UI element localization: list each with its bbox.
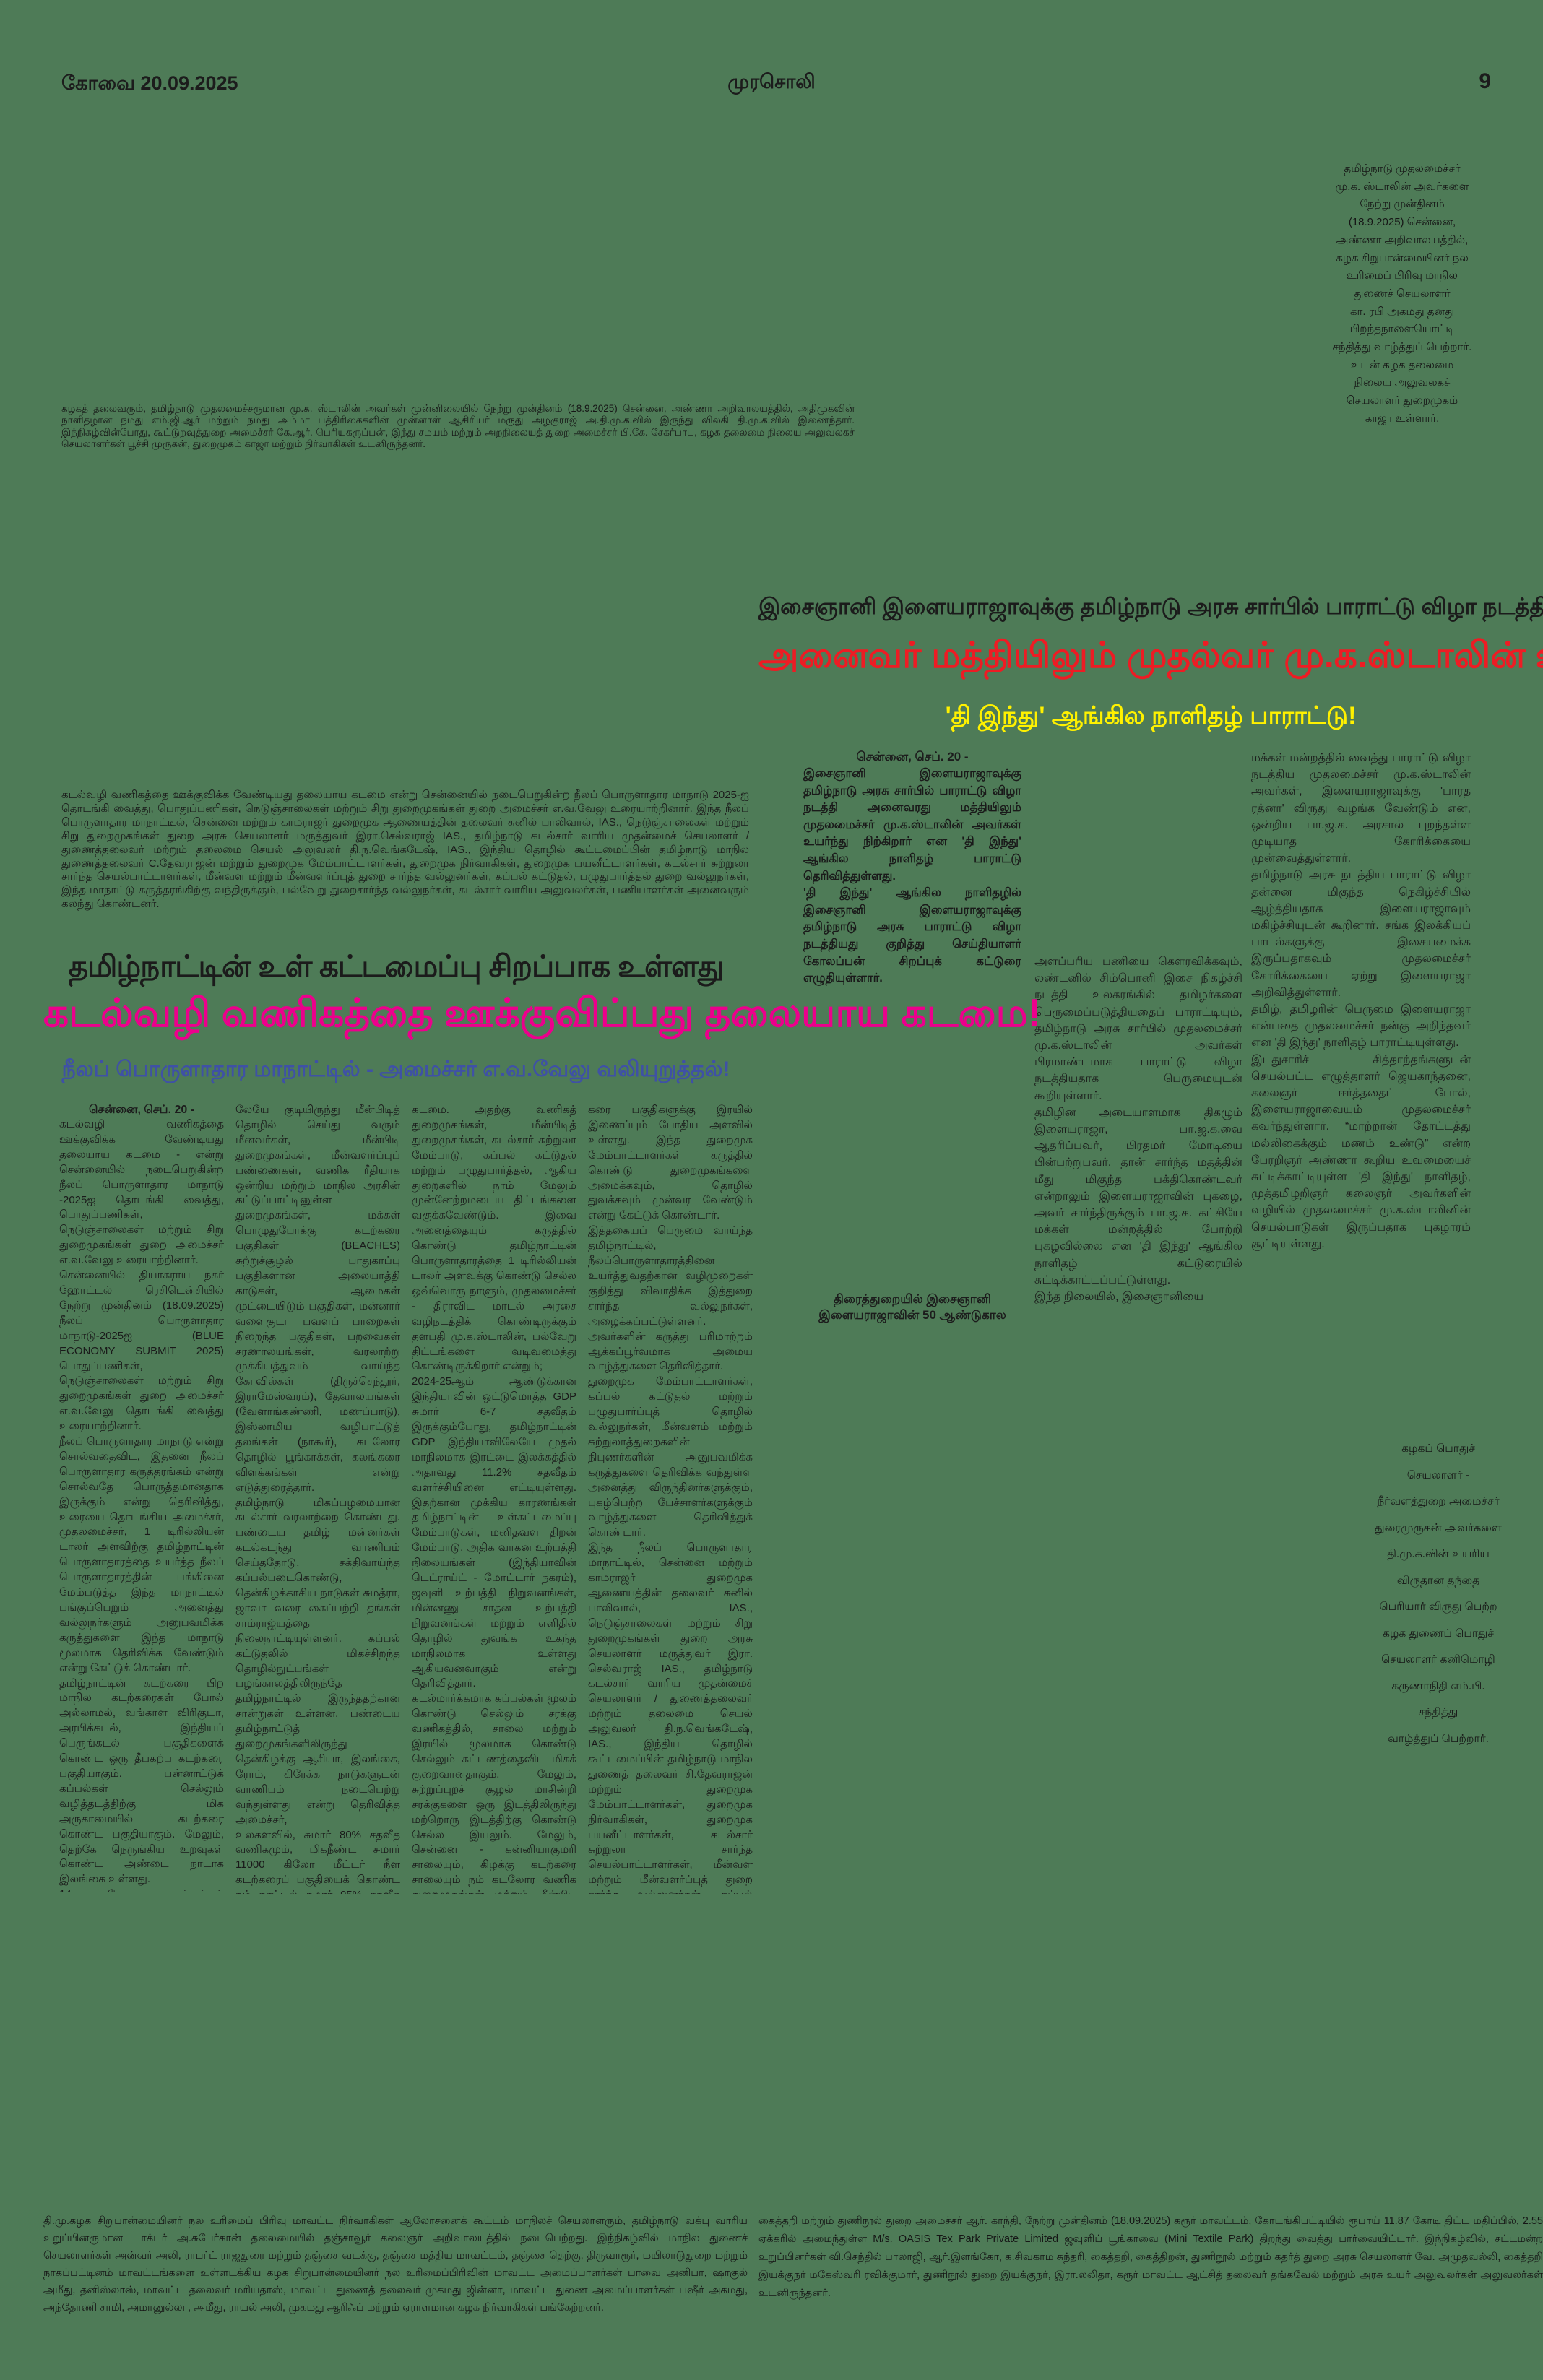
signature-line: செயலாளர் - xyxy=(1406,1468,1470,1481)
right-article-kicker: இசைஞானி இளையராஜாவுக்கு தமிழ்நாடு அரசு சா… xyxy=(758,594,1543,619)
signature-line: கழகப் பொதுச் xyxy=(1401,1442,1475,1455)
signature-line: பெரியார் விருது பெற்ற xyxy=(1379,1601,1497,1613)
right-article-column-middle: அளப்பரிய பணியை கௌரவிக்கவும், லண்டனில் சி… xyxy=(1034,956,1242,1304)
left-article-dateline: சென்னை, செப். 20 - xyxy=(88,1104,195,1116)
left-article-column-4: கரை பகுதிகளுக்கு இரயில் இணைப்பும் போதிய … xyxy=(588,1104,753,1894)
signature-line: வாழ்த்துப் பெற்றார். xyxy=(1388,1732,1489,1745)
signature-line: செயலாளர் கனிமொழி xyxy=(1381,1653,1495,1666)
photo-right-article xyxy=(805,1358,1311,2080)
left-article-column-1-text: கடல்வழி வணிகத்தை ஊக்குவிக்க வேண்டியது தல… xyxy=(59,1118,224,1892)
photo-top-left xyxy=(61,123,852,397)
caption-top-left: கழகத் தலைவரும், தமிழ்நாடு முதலமைச்சருமான… xyxy=(61,403,855,449)
signature-line: சந்தித்து xyxy=(1418,1706,1458,1718)
left-article-subhead: நீலப் பொருளாதார மாநாட்டில் - அமைச்சர் எ.… xyxy=(61,1057,730,1081)
photo-left-middle xyxy=(61,491,852,773)
caption-top-right: தமிழ்நாடு முதலமைச்சர் மு.க. ஸ்டாலின் அவர… xyxy=(1332,163,1472,425)
right-article-column-right: மக்கள் மன்றத்தில் வைத்து பாராட்டு விழா ந… xyxy=(1251,752,1471,1250)
signature-line: தி.மு.க.வின் உயரிய xyxy=(1387,1548,1490,1560)
left-article-column-1: சென்னை, செப். 20 - கடல்வழி வணிகத்தை ஊக்க… xyxy=(59,1103,224,1892)
signature-line: கருணாநிதி எம்.பி. xyxy=(1391,1679,1485,1692)
signature-line: விருதான தந்தை xyxy=(1396,1574,1480,1587)
right-article-intro: இசைஞானி இளையராஜாவுக்கு தமிழ்நாடு அரசு சா… xyxy=(803,767,1021,985)
left-article-column-2: லேயே குடியிருந்து மீன்பிடித் தொழில் செய்… xyxy=(235,1104,400,1894)
caption-bottom-right: கைத்தறி மற்றும் துணிநூல் துறை அமைச்சர் ஆ… xyxy=(758,2215,1543,2299)
right-article-dateline: சென்னை, செப். 20 - xyxy=(856,750,969,763)
right-article-subhead: 'தி இந்து' ஆங்கில நாளிதழ் பாராட்டு! xyxy=(945,702,1357,730)
photo-top-right xyxy=(860,123,1253,556)
page-number: 9 xyxy=(1479,69,1491,93)
caption-bottom-left: தி.மு.கழக சிறுபான்மையினர் நல உரிமைப் பிர… xyxy=(43,2215,748,2314)
right-article-photo-caption: திரைத்துறையில் இசைஞானி இளையராஜாவின் 50 ஆ… xyxy=(818,1292,1006,1322)
signature-caption-block: கழகப் பொதுச் செயலாளர் - நீர்வளத்துறை அமை… xyxy=(1333,1436,1543,1752)
left-article-column-3: கடமை. அதற்கு வணிகத் துறைமுகங்கள், மீன்பி… xyxy=(412,1104,576,1894)
right-article-headline: அனைவர் மத்தியிலும் முதல்வர் மு.க.ஸ்டாலின… xyxy=(758,635,1543,675)
newspaper-title: முரசொலி xyxy=(727,71,816,92)
signature-line: கழக துணைப் பொதுச் xyxy=(1382,1627,1494,1640)
left-article-headline: கடல்வழி வணிகத்தை ஊக்குவிப்பது தலையாய கடம… xyxy=(43,990,1042,1035)
signature-line: நீர்வளத்துறை அமைச்சர் xyxy=(1377,1495,1500,1507)
left-article-lead: கடல்வழி வணிகத்தை ஊக்குவிக்க வேண்டியது தல… xyxy=(61,789,749,911)
signature-line: துரைமுருகன் அவர்களை xyxy=(1375,1521,1502,1534)
left-article-kicker: தமிழ்நாட்டின் உள் கட்டமைப்பு சிறப்பாக உள… xyxy=(68,949,725,983)
right-article-intro-column: சென்னை, செப். 20 - இசைஞானி இளையராஜாவுக்க… xyxy=(803,750,1021,987)
edition-date: கோவை 20.09.2025 xyxy=(61,72,238,94)
